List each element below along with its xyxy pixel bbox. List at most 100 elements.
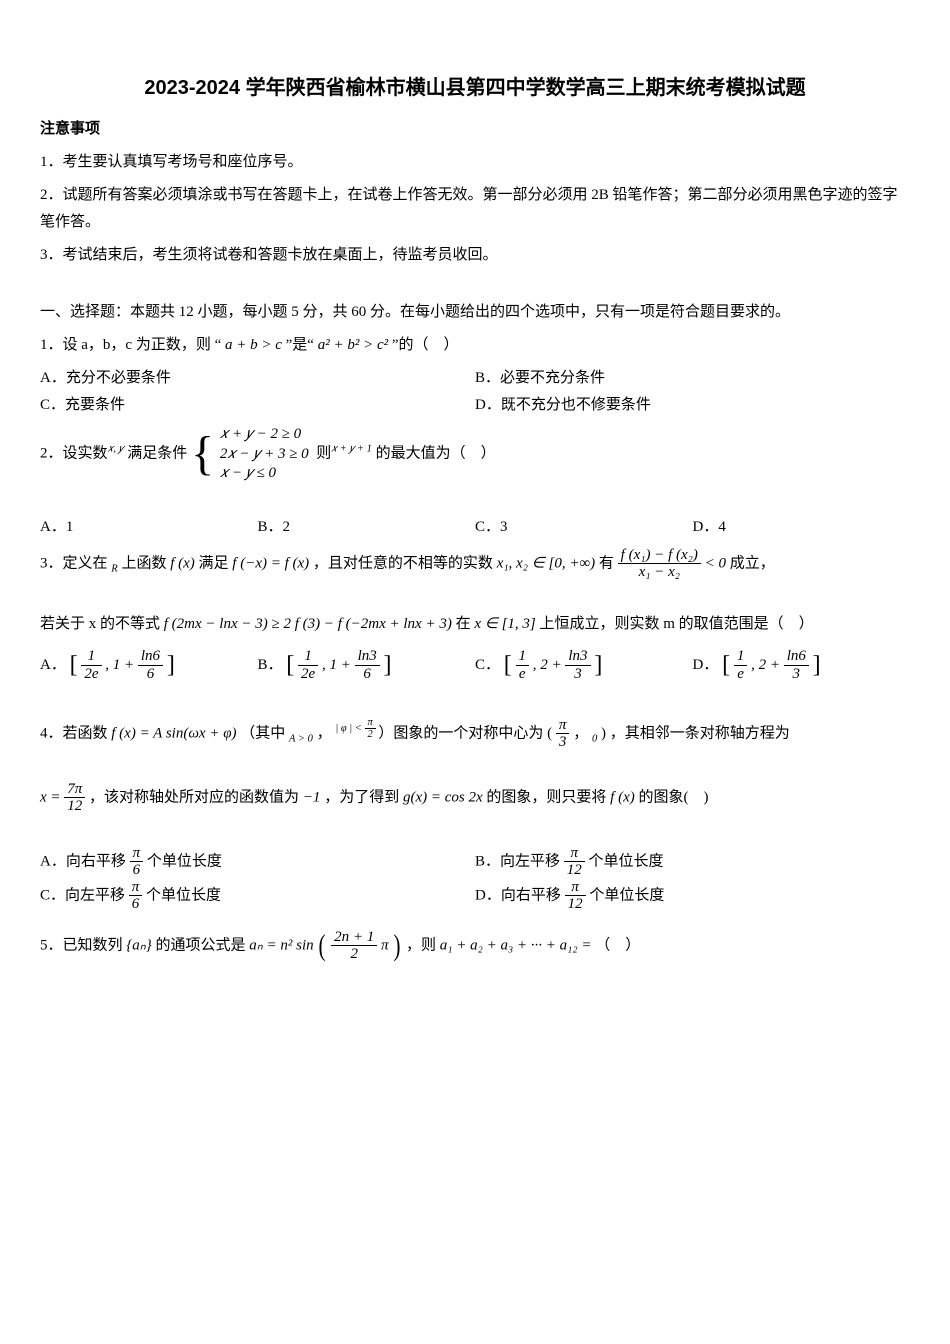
q4-axis-num: 7π: [64, 781, 85, 799]
q2-system: { 𝑥 + 𝑦 − 2 ≥ 0 2𝑥 − 𝑦 + 3 ≥ 0 𝑥 − 𝑦 ≤ 0: [191, 425, 309, 484]
q4-axis-pre: x =: [40, 789, 61, 805]
q3-a-right-pre: 1 +: [113, 657, 134, 673]
q5-arg-pi: π: [381, 937, 389, 953]
q4-text-pre: 4．若函数: [40, 725, 108, 741]
q3-c-label: C．: [475, 657, 500, 673]
q3-option-b: B． [ 12e , 1 + ln36 ]: [258, 644, 476, 687]
q5-sum: a₁ + a₂ + a₃ + ··· + a₁₂ =: [440, 937, 592, 953]
q3-line2-mid: 在: [456, 616, 471, 632]
q3-b-right-den: 6: [355, 666, 380, 683]
q4-line2-a: ，该对称轴处所对应的函数值为: [89, 789, 299, 805]
q2-option-d: D．4: [693, 514, 911, 541]
q2-text-mid2: 则: [316, 446, 331, 462]
q5-text-post: （ ）: [595, 937, 640, 953]
q4-center-rparen: ): [601, 725, 606, 741]
q3-option-a: A． [ 12e , 1 + ln66 ]: [40, 644, 258, 687]
q3-dq-den: x₁ − x₂: [618, 564, 701, 581]
q2-option-a: A．1: [40, 514, 258, 541]
q4-options-row1: A．向右平移 π6 个单位长度 B．向左平移 π12 个单位长度: [40, 845, 910, 879]
q4-c-pre: C．向左平移: [40, 887, 125, 903]
q4-center-num: π: [556, 717, 570, 735]
question-2-stem: 2．设实数𝑥, 𝑦 满足条件 { 𝑥 + 𝑦 − 2 ≥ 0 2𝑥 − 𝑦 + …: [40, 425, 910, 484]
q4-d-pre: D．向右平移: [475, 887, 561, 903]
q3-a-right-num: ln6: [138, 648, 163, 666]
q3-c-right-pre: 2 +: [540, 657, 561, 673]
q1-options-row2: C．充要条件 D．既不充分也不修要条件: [40, 392, 910, 419]
paren-right-icon: ): [394, 919, 401, 973]
q4-center-y: 0: [592, 733, 597, 744]
q1-options-row1: A．充分不必要条件 B．必要不充分条件: [40, 365, 910, 392]
q4-b-den: 12: [564, 862, 585, 879]
q1-option-d: D．既不充分也不修要条件: [475, 392, 910, 419]
q3-text-mid4: 有: [599, 555, 614, 571]
q3-b-label: B．: [258, 657, 283, 673]
q2-sys-line3: 𝑥 − 𝑦 ≤ 0: [220, 465, 276, 481]
question-3-stem-line2: 若关于 x 的不等式 f (2mx − lnx − 3) ≥ 2 f (3) −…: [40, 611, 910, 638]
q1-cond1: a + b > c: [225, 337, 282, 353]
q3-c-right-den: 3: [565, 666, 590, 683]
q1-text-mid: ”是“: [286, 337, 314, 353]
q3-inequality: f (2mx − lnx − 3) ≥ 2 f (3) − f (−2mx + …: [164, 616, 452, 632]
q4-text-mid1: （其中: [240, 725, 285, 741]
notice-item-3: 3．考试结束后，考生须将试卷和答题卡放在桌面上，待监考员收回。: [40, 242, 910, 269]
q3-text-mid1: 上函数: [121, 555, 166, 571]
q5-an-eq: aₙ = n² sin: [249, 937, 313, 953]
q3-c-left-den: e: [516, 666, 530, 683]
question-3-stem-line1: 3．定义在 R 上函数 f (x) 满足 f (−x) = f (x) ，且对任…: [40, 547, 910, 581]
q5-text-mid1: 的通项公式是: [156, 937, 246, 953]
q4-axis-den: 12: [64, 798, 85, 815]
q3-lt0: < 0: [705, 555, 726, 571]
q3-option-d: D． [ 1e , 2 + ln63 ]: [693, 644, 911, 687]
q4-text-mid2: ）图象的一个对称中心为: [378, 725, 543, 741]
q4-c-den: 6: [129, 896, 143, 913]
q3-d-label: D．: [693, 657, 719, 673]
q3-a-label: A．: [40, 657, 66, 673]
q2-option-b: B．2: [258, 514, 476, 541]
q4-option-c: C．向左平移 π6 个单位长度: [40, 879, 475, 913]
q4-b-pre: B．向左平移: [475, 853, 560, 869]
q3-x-domain: x ∈ [1, 3]: [474, 616, 535, 632]
q2-expr: 𝑥 + 𝑦 + 1: [331, 444, 372, 455]
q1-text-post: ”的（ ）: [392, 337, 459, 353]
q4-d-den: 12: [565, 896, 586, 913]
q5-arg-num: 2n + 1: [331, 929, 377, 947]
bracket-right-icon: ]: [383, 652, 391, 678]
q2-sys-line2: 2𝑥 − 𝑦 + 3 ≥ 0: [220, 446, 309, 462]
q3-line2-pre: 若关于 x 的不等式: [40, 616, 160, 632]
q3-b-right-num: ln3: [355, 648, 380, 666]
q3-a-right-den: 6: [138, 666, 163, 683]
q3-d-right-den: 3: [784, 666, 809, 683]
q4-center-mid: ，: [573, 725, 588, 741]
q3-dq-num: f (x₁) − f (x₂): [618, 547, 701, 565]
notice-item-2: 2．试题所有答案必须填涂或书写在答题卡上，在试卷上作答无效。第一部分必须用 2B…: [40, 182, 910, 236]
bracket-left-icon: [: [504, 652, 512, 678]
q4-b-post: 个单位长度: [589, 853, 664, 869]
q5-text-mid2: ，则: [406, 937, 436, 953]
q3-text-mid3: ，且对任意的不相等的实数: [313, 555, 493, 571]
q1-option-b: B．必要不充分条件: [475, 365, 910, 392]
q2-vars: 𝑥, 𝑦: [108, 444, 124, 455]
q1-option-c: C．充要条件: [40, 392, 475, 419]
q3-text-mid5: 成立，: [730, 555, 775, 571]
bracket-left-icon: [: [286, 652, 294, 678]
brace-icon: {: [191, 430, 214, 478]
q4-c-num: π: [129, 879, 143, 897]
q4-line2-c: 的图象，则只要将: [486, 789, 606, 805]
q4-pi2-num: π: [365, 717, 376, 730]
q2-text-mid1: 满足条件: [127, 446, 187, 462]
q4-phi-cond: | φ | <: [335, 723, 362, 734]
q4-d-post: 个单位长度: [589, 887, 664, 903]
q3-options: A． [ 12e , 1 + ln66 ] B． [ 12e , 1 + ln3…: [40, 644, 910, 687]
q1-text-pre: 1．设 a，b，c 为正数，则 “: [40, 337, 221, 353]
q2-options: A．1 B．2 C．3 D．4: [40, 514, 910, 541]
q3-option-c: C． [ 1e , 2 + ln33 ]: [475, 644, 693, 687]
q4-fx: f (x) = A sin(ωx + φ): [111, 725, 236, 741]
bracket-right-icon: ]: [594, 652, 602, 678]
q3-x1x2-domain: x₁, x₂ ∈ [0, +∞): [497, 555, 595, 571]
q2-text-pre: 2．设实数: [40, 446, 108, 462]
question-5-stem: 5．已知数列 {aₙ} 的通项公式是 aₙ = n² sin ( 2n + 12…: [40, 919, 910, 973]
q2-text-post: 的最大值为（ ）: [376, 446, 496, 462]
q1-option-a: A．充分不必要条件: [40, 365, 475, 392]
q3-c-right-num: ln3: [565, 648, 590, 666]
exam-title: 2023-2024 学年陕西省榆林市横山县第四中学数学高三上期末统考模拟试题: [40, 70, 910, 106]
